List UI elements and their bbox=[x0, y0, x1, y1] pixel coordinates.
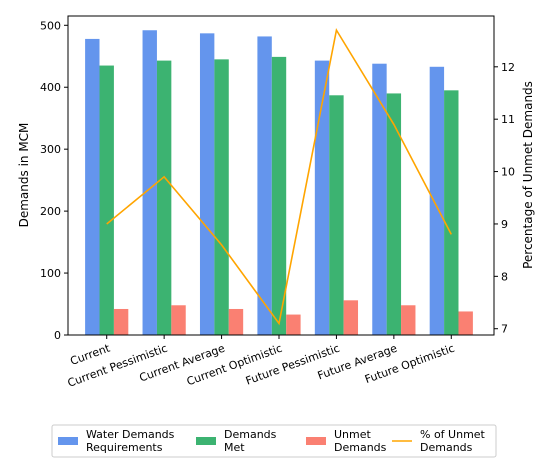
y-tick-label: 500 bbox=[40, 19, 61, 32]
line-layer bbox=[106, 27, 452, 326]
legend-label: Water Demands Requirements bbox=[86, 428, 175, 454]
y-tick-label: 100 bbox=[40, 267, 61, 280]
bar-water-demands-requirements-6 bbox=[429, 66, 445, 335]
bar-unmet-demands-2 bbox=[228, 308, 244, 335]
legend-label: Unmet Demands bbox=[334, 428, 387, 454]
y-axis-label: Demands in MCM bbox=[17, 123, 31, 228]
plot-frame bbox=[67, 15, 495, 336]
legend-label: % of Unmet Demands bbox=[420, 428, 486, 454]
bar-demands-met-2 bbox=[214, 59, 229, 336]
x-tick-label: Current Optimistic bbox=[185, 342, 284, 389]
y2-tick-label: 8 bbox=[501, 270, 508, 283]
bar-unmet-demands-5 bbox=[401, 305, 416, 335]
legend-label: Demands Met bbox=[224, 428, 277, 454]
bar-water-demands-requirements-0 bbox=[85, 38, 100, 336]
y2-tick-label: 10 bbox=[501, 166, 515, 179]
y2-tick-label: 9 bbox=[501, 218, 508, 231]
legend: Water Demands Requirements Demands Met Unmet… bbox=[51, 424, 497, 458]
y-tick-label: 200 bbox=[40, 205, 61, 218]
legend-swatch bbox=[58, 437, 78, 445]
y2-axis-label: Percentage of Unmet Demands bbox=[521, 81, 535, 269]
bar-unmet-demands-6 bbox=[458, 311, 473, 335]
bar-water-demands-requirements-3 bbox=[257, 36, 272, 335]
legend-swatch bbox=[196, 437, 216, 445]
bar-unmet-demands-3 bbox=[286, 314, 301, 335]
y2-tick-label: 12 bbox=[501, 61, 515, 74]
y-tick-label: 0 bbox=[54, 329, 61, 342]
bar-unmet-demands-1 bbox=[171, 305, 186, 335]
bar-unmet-demands-4 bbox=[343, 300, 359, 335]
y-tick-label: 400 bbox=[40, 81, 61, 94]
bar-water-demands-requirements-4 bbox=[314, 60, 330, 335]
y2-tick-label: 7 bbox=[501, 323, 508, 336]
bar-unmet-demands-0 bbox=[113, 308, 129, 335]
legend-box bbox=[51, 424, 497, 458]
bar-demands-met-5 bbox=[386, 93, 402, 336]
bar-water-demands-requirements-2 bbox=[199, 33, 215, 336]
bar-demands-met-4 bbox=[329, 95, 344, 335]
legend-swatch bbox=[306, 437, 326, 445]
bar-water-demands-requirements-1 bbox=[142, 30, 157, 335]
bar-demands-met-6 bbox=[444, 90, 459, 335]
y2-tick-label: 11 bbox=[501, 113, 515, 126]
bars-layer bbox=[85, 30, 473, 336]
bar-demands-met-3 bbox=[271, 56, 287, 335]
bar-water-demands-requirements-5 bbox=[372, 63, 387, 335]
bar-demands-met-1 bbox=[156, 60, 172, 335]
bar-demands-met-0 bbox=[99, 65, 114, 336]
y-tick-label: 300 bbox=[40, 143, 61, 156]
